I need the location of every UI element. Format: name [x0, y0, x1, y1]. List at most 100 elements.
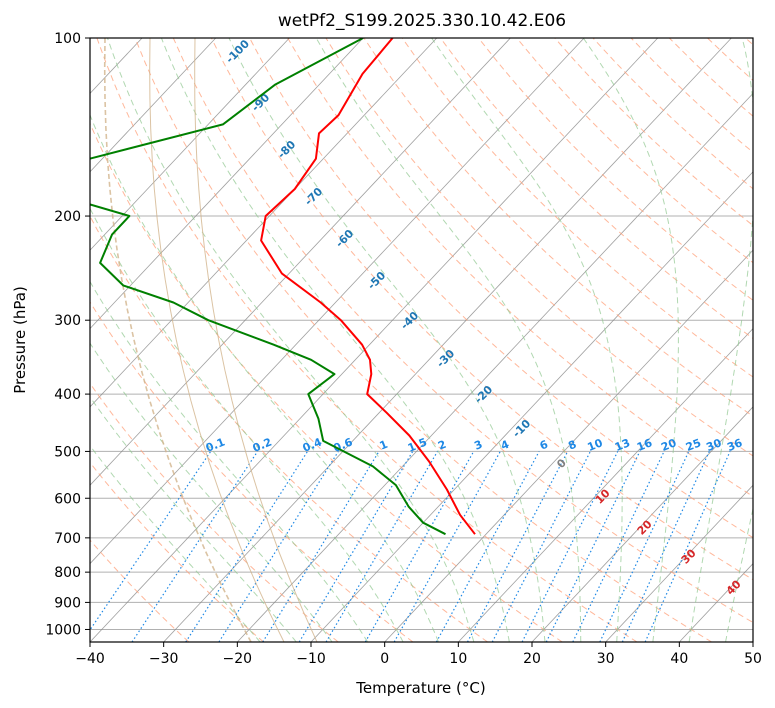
moist-adiabat-line: [160, 38, 510, 642]
x-tick-label: −40: [75, 651, 105, 667]
mixing-ratio-label: 4: [499, 438, 511, 453]
moist-adiabat-line: [315, 38, 582, 642]
dry-adiabat-line: [90, 122, 563, 642]
mixing-ratio-label: 10: [586, 436, 605, 454]
dry-adiabat-line: [478, 38, 753, 301]
y-tick-label: 200: [54, 209, 81, 225]
isotherm-line: [605, 484, 753, 642]
mixing-ratio-line: [599, 451, 690, 642]
isotherm-label: 30: [679, 546, 699, 566]
y-tick-label: 600: [54, 491, 81, 507]
isotherm-line: [90, 38, 290, 251]
dry-adiabat-line: [745, 38, 753, 46]
isotherm-line: [752, 641, 753, 642]
isotherm-label: 10: [593, 486, 613, 506]
dry-adiabat-line: [210, 38, 753, 581]
x-tick-label: 0: [380, 651, 389, 667]
dry-adiabat-line: [90, 301, 414, 642]
mixing-ratio-label: 6: [538, 438, 550, 453]
moist-adiabat-line: [582, 38, 679, 642]
y-axis-label: Pressure (hPa): [11, 286, 29, 394]
y-tick-label: 100: [54, 31, 81, 47]
chart-title: wetPf2_S199.2025.330.10.42.E06: [278, 11, 566, 31]
moist-adiabat-line: [90, 113, 439, 642]
moist-adiabat-line: [228, 38, 546, 642]
x-tick-label: 20: [523, 651, 541, 667]
mixing-ratio-line: [364, 451, 475, 642]
x-axis-ticks: −40 −30 −20 −10 0 10 20 30 40 50: [75, 642, 762, 667]
isotherm-line: [384, 249, 753, 642]
x-tick-label: −10: [296, 651, 326, 667]
mixing-ratio-line: [435, 451, 540, 642]
y-tick-label: 700: [54, 531, 81, 547]
plot-frame: [89, 37, 754, 643]
dry-adiabat-line: [90, 215, 488, 642]
y-tick-label: 900: [54, 595, 81, 611]
x-tick-label: −20: [223, 651, 253, 667]
x-tick-label: 50: [744, 651, 762, 667]
mixing-ratio-label: 25: [684, 436, 703, 454]
dry-adiabat-line: [707, 38, 753, 82]
isotherm-line: [90, 38, 438, 408]
mixing-ratio-label: 2: [436, 438, 448, 453]
moist-adiabat-line: [90, 280, 369, 642]
isotherm-label: -60: [333, 227, 356, 250]
isotherm-label: -70: [302, 185, 325, 208]
dry-adiabat-line: [287, 38, 753, 498]
mixing-ratio-label: 20: [659, 436, 678, 454]
mixing-ratio-label: 0.2: [251, 435, 274, 454]
profiles: [90, 38, 476, 536]
isotherm-label: -10: [510, 417, 533, 440]
x-tick-label: 40: [670, 651, 688, 667]
mixing-ratio-label: 30: [704, 436, 723, 454]
mixing-ratio-line: [393, 451, 501, 642]
background-lines: [90, 38, 753, 642]
isotherm-line: [90, 38, 511, 486]
isotherm-label: -100: [223, 37, 252, 66]
moist-adiabat-line: [431, 38, 623, 642]
dry-adiabat-line: [90, 382, 339, 642]
y-tick-label: 500: [54, 444, 81, 460]
mixing-ratio-line: [572, 451, 665, 642]
mixing-ratio-line: [466, 451, 569, 642]
dewpoint-profile-line: [90, 38, 446, 536]
y-tick-label: 300: [54, 313, 81, 329]
dry-adiabat-line: [134, 38, 712, 642]
isotherm-label: -20: [472, 383, 495, 406]
isotherm-line: [90, 38, 585, 565]
x-tick-label: 10: [449, 651, 467, 667]
mixing-ratio-line: [621, 451, 710, 642]
curved-reference-line: [149, 38, 285, 642]
mixing-ratio-line: [185, 451, 309, 642]
x-axis-label: Temperature (°C): [355, 679, 485, 697]
x-tick-label: 30: [597, 651, 615, 667]
isotherm-line: [90, 38, 659, 642]
dry-adiabat-line: [172, 38, 753, 624]
isotherm-line: [458, 327, 753, 642]
isotherm-line: [237, 92, 753, 642]
mixing-ratio-label: 13: [613, 436, 632, 454]
mixing-ratio-line: [262, 451, 380, 642]
isotherm-line: [310, 171, 753, 642]
mixing-ratio-label: 3: [472, 438, 484, 453]
dry-adiabat-line: [401, 38, 753, 378]
moist-adiabat-line: [107, 38, 475, 642]
isotherm-label: 0: [554, 456, 569, 471]
curved-reference-line: [103, 38, 252, 642]
dry-adiabat-line: [96, 38, 638, 642]
mixing-ratio-label: 16: [635, 436, 654, 454]
moist-adiabat-line: [90, 342, 333, 642]
isotherm-label: -40: [398, 309, 421, 332]
isotherm-line: [90, 38, 364, 330]
curved-reference-line: [194, 38, 318, 642]
mixing-ratio-label: 36: [725, 436, 744, 454]
mixing-ratio-line: [218, 451, 339, 642]
moist-adiabat-line: [688, 38, 753, 642]
dry-adiabat-line: [249, 38, 753, 539]
mixing-ratio-line: [545, 451, 641, 642]
dry-adiabat-line: [90, 539, 190, 642]
x-tick-label: −30: [149, 651, 179, 667]
isotherm-label: -80: [275, 138, 298, 161]
dry-adiabat-line: [90, 461, 264, 642]
